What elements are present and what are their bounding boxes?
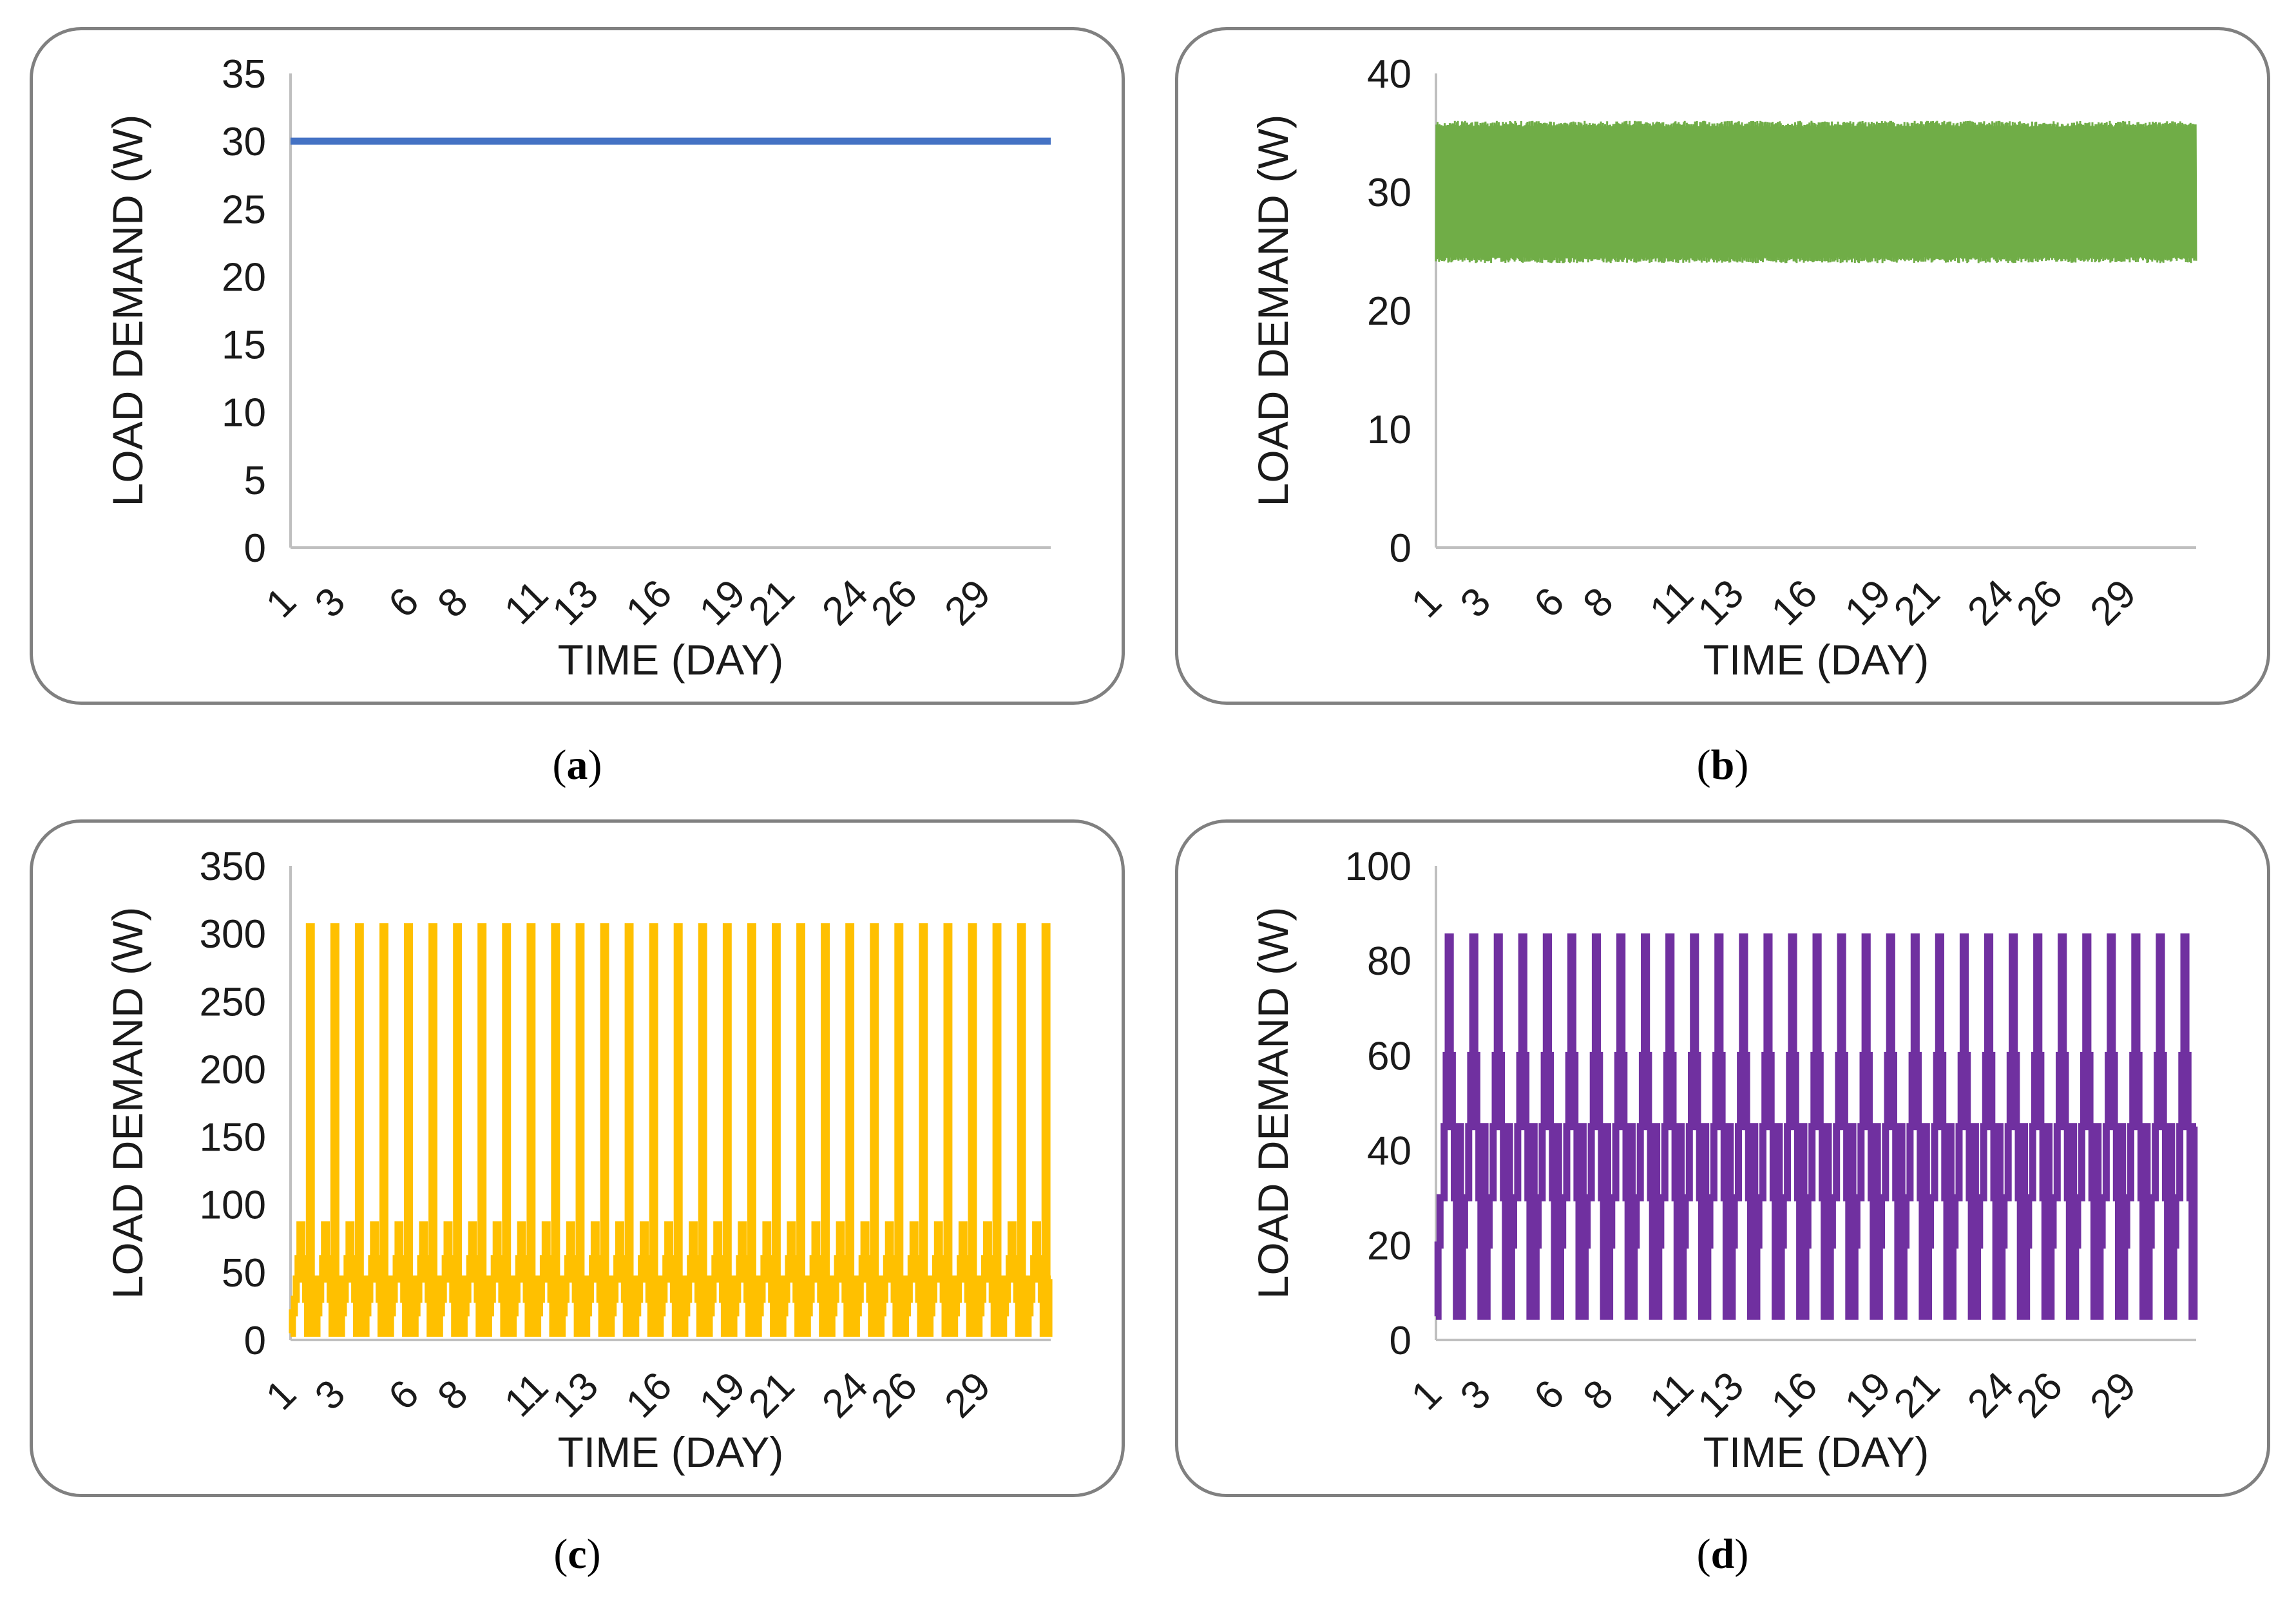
x-tick-label: 29 xyxy=(937,571,1000,635)
series-line xyxy=(1434,933,2198,1320)
x-tick-label: 26 xyxy=(2008,571,2071,635)
y-axis-title: LOAD DEMAND (W) xyxy=(104,115,151,507)
y-tick-label: 30 xyxy=(1367,171,1411,215)
x-tick-label: 8 xyxy=(429,1372,476,1419)
caption-c: (c) xyxy=(553,1531,601,1578)
y-tick-label: 40 xyxy=(1367,52,1411,97)
x-tick-label: 29 xyxy=(2082,1364,2145,1427)
y-tick-label: 0 xyxy=(1390,526,1411,571)
series-line xyxy=(1435,120,2197,263)
x-tick-label: 13 xyxy=(544,1364,607,1427)
x-tick-label: 16 xyxy=(1763,571,1826,635)
series-line xyxy=(289,923,1053,1337)
caption-b: (b) xyxy=(1696,741,1749,789)
x-tick-label: 3 xyxy=(307,1372,354,1419)
x-tick-label: 1 xyxy=(258,579,305,626)
chart-panel-a: 0 5 10 15 20 25 30 35 1 3 6 8 11 13 16 19 21 24 26 29 TIME (… xyxy=(30,27,1125,705)
x-tick-label: 6 xyxy=(380,1372,427,1419)
x-tick-label: 16 xyxy=(618,571,681,635)
y-tick-label: 0 xyxy=(244,526,266,571)
x-axis-title: TIME (DAY) xyxy=(558,636,784,684)
x-tick-label: 29 xyxy=(937,1364,1000,1427)
y-tick-label: 30 xyxy=(222,120,266,164)
caption-d: (d) xyxy=(1696,1531,1749,1578)
y-tick-label: 20 xyxy=(1367,1224,1411,1268)
y-tick-label: 300 xyxy=(200,912,266,957)
x-tick-label: 3 xyxy=(1452,1372,1499,1419)
y-tick-label: 100 xyxy=(1345,845,1411,889)
y-tick-label: 0 xyxy=(244,1319,266,1363)
y-tick-label: 5 xyxy=(244,459,266,503)
y-tick-label: 35 xyxy=(222,52,266,97)
x-tick-label: 1 xyxy=(258,1372,305,1419)
x-tick-label: 3 xyxy=(1452,579,1499,626)
x-tick-label: 21 xyxy=(1886,1364,1949,1427)
y-tick-label: 350 xyxy=(200,845,266,889)
y-tick-label: 150 xyxy=(200,1116,266,1160)
x-tick-label: 21 xyxy=(740,1364,803,1427)
x-tick-label: 1 xyxy=(1403,579,1450,626)
x-tick-label: 16 xyxy=(618,1364,681,1427)
y-tick-label: 20 xyxy=(1367,289,1411,334)
y-tick-label: 10 xyxy=(1367,408,1411,452)
x-tick-label: 26 xyxy=(863,571,926,635)
x-tick-label: 29 xyxy=(2082,571,2145,635)
y-axis-title: LOAD DEMAND (W) xyxy=(1249,115,1297,507)
y-tick-label: 15 xyxy=(222,323,266,368)
x-tick-label: 8 xyxy=(429,579,476,626)
x-tick-label: 21 xyxy=(1886,571,1949,635)
y-tick-label: 20 xyxy=(222,255,266,300)
y-tick-label: 60 xyxy=(1367,1034,1411,1078)
y-tick-label: 80 xyxy=(1367,939,1411,984)
x-tick-label: 13 xyxy=(544,571,607,635)
y-tick-label: 25 xyxy=(222,187,266,232)
x-axis-title: TIME (DAY) xyxy=(1703,1428,1929,1476)
x-tick-label: 13 xyxy=(1689,571,1752,635)
x-tick-label: 13 xyxy=(1689,1364,1752,1427)
y-tick-label: 100 xyxy=(200,1183,266,1228)
caption-a: (a) xyxy=(552,741,602,789)
y-tick-label: 200 xyxy=(200,1047,266,1092)
x-tick-label: 6 xyxy=(1526,1372,1573,1419)
y-tick-label: 10 xyxy=(222,391,266,435)
chart-panel-d: 0 20 40 60 80 100 1 3 6 8 11 13 16 19 21 24 26 29 TIME (DA… xyxy=(1175,819,2270,1497)
x-tick-label: 6 xyxy=(380,579,427,626)
x-tick-label: 21 xyxy=(740,571,803,635)
y-tick-label: 0 xyxy=(1390,1319,1411,1363)
x-tick-label: 3 xyxy=(307,579,354,626)
chart-panel-b: 0 10 20 30 40 1 3 6 8 11 13 16 19 21 24 26 29 TIME (DAY) L… xyxy=(1175,27,2270,705)
x-tick-label: 8 xyxy=(1574,579,1622,626)
y-tick-label: 40 xyxy=(1367,1129,1411,1174)
x-tick-label: 8 xyxy=(1574,1372,1622,1419)
x-tick-label: 6 xyxy=(1526,579,1573,626)
x-tick-label: 16 xyxy=(1763,1364,1826,1427)
y-axis-title: LOAD DEMAND (W) xyxy=(104,907,151,1299)
y-tick-label: 250 xyxy=(200,980,266,1024)
y-tick-label: 50 xyxy=(222,1251,266,1296)
x-axis-title: TIME (DAY) xyxy=(558,1428,784,1476)
x-axis-title: TIME (DAY) xyxy=(1703,636,1929,684)
x-tick-label: 26 xyxy=(863,1364,926,1427)
chart-panel-c: 0 50 100 150 200 250 300 350 1 3 6 8 11 13 16 19 21 24 26 2… xyxy=(30,819,1125,1497)
x-tick-label: 26 xyxy=(2008,1364,2071,1427)
y-axis-title: LOAD DEMAND (W) xyxy=(1249,907,1297,1299)
x-tick-label: 1 xyxy=(1403,1372,1450,1419)
